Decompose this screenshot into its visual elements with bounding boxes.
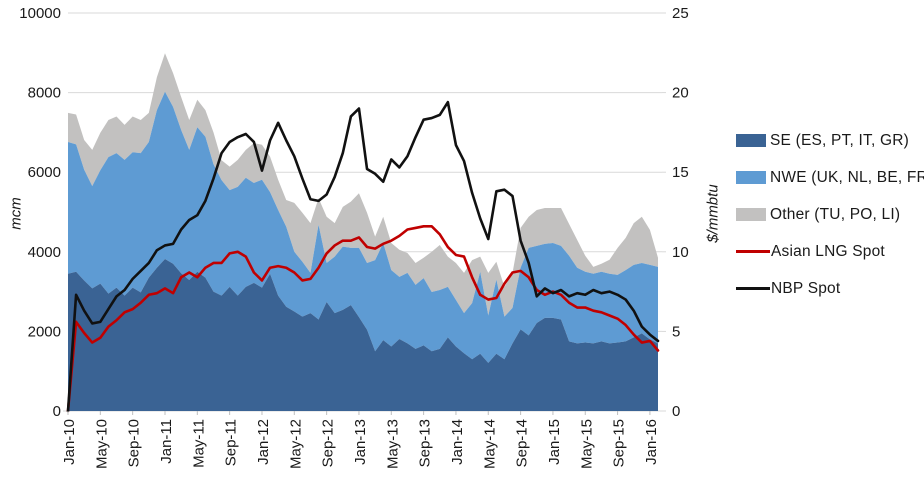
left-axis-tick-label: 10000 [19,5,61,22]
x-axis-tick-label: Jan-14 [449,419,466,465]
nbp-line-swatch [736,287,770,290]
right-axis-title: $/mmbtu [704,184,722,243]
left-axis-tick-label: 0 [53,403,61,420]
nwe-area-swatch [736,171,766,184]
x-axis-tick-label: May-12 [287,419,304,469]
legend-item-nbp: NBP Spot [736,280,924,297]
left-axis-tick-label: 4000 [28,244,61,261]
legend-label-nwe: NWE (UK, NL, BE, FR) [770,168,924,186]
x-axis-tick-label: May-13 [384,419,401,469]
x-axis-tick-label: May-15 [578,419,595,469]
legend-label-other: Other (TU, PO, LI) [770,205,901,223]
x-axis-tick-label: May-11 [190,419,207,468]
right-axis-tick-label: 0 [672,403,680,420]
right-axis-tick-label: 15 [672,164,689,181]
legend-label-nbp: NBP Spot [771,279,841,297]
legend-item-other: Other (TU, PO, LI) [736,206,924,223]
x-axis-tick-label: Sep-13 [417,419,434,467]
right-axis-tick-label: 5 [672,323,680,340]
legend-label-asian-lng: Asian LNG Spot [771,242,885,260]
right-axis-tick-label: 20 [672,85,689,102]
x-axis-tick-label: Sep-10 [126,419,143,467]
x-axis-tick-label: Sep-11 [223,419,240,466]
se-area-swatch [736,134,766,147]
left-axis-tick-label: 2000 [28,323,61,340]
legend: SE (ES, PT, IT, GR) NWE (UK, NL, BE, FR)… [736,132,924,317]
x-axis-tick-label: May-10 [93,419,110,469]
x-axis-tick-label: Sep-14 [514,419,531,467]
x-axis-tick-label: Jan-12 [255,419,272,465]
asian-lng-line-swatch [736,250,770,253]
x-axis-tick-label: Sep-15 [611,419,628,467]
left-axis-tick-label: 6000 [28,164,61,181]
line-nbp-spot [66,100,660,413]
right-axis-tick-label: 25 [672,5,689,22]
line-asian-lng-spot [66,225,660,413]
left-axis-title: mcm [7,197,25,230]
legend-item-nwe: NWE (UK, NL, BE, FR) [736,169,924,186]
x-axis-tick-label: Jan-15 [546,419,563,465]
legend-item-asian-lng: Asian LNG Spot [736,243,924,260]
other-area-swatch [736,208,766,221]
left-axis-tick-label: 8000 [28,85,61,102]
x-axis-tick-label: Sep-12 [320,419,337,467]
legend-label-se: SE (ES, PT, IT, GR) [770,131,910,149]
x-axis-tick-label: May-14 [481,419,498,469]
x-axis-tick-label: Jan-13 [352,419,369,465]
legend-item-se: SE (ES, PT, IT, GR) [736,132,924,149]
x-axis-tick-label: Jan-10 [61,419,78,465]
area-nwe [68,91,658,363]
right-axis-tick-label: 10 [672,244,689,261]
x-axis-tick-label: Jan-16 [643,419,660,465]
area-se [68,258,658,411]
x-axis-tick-label: Jan-11 [158,419,175,464]
